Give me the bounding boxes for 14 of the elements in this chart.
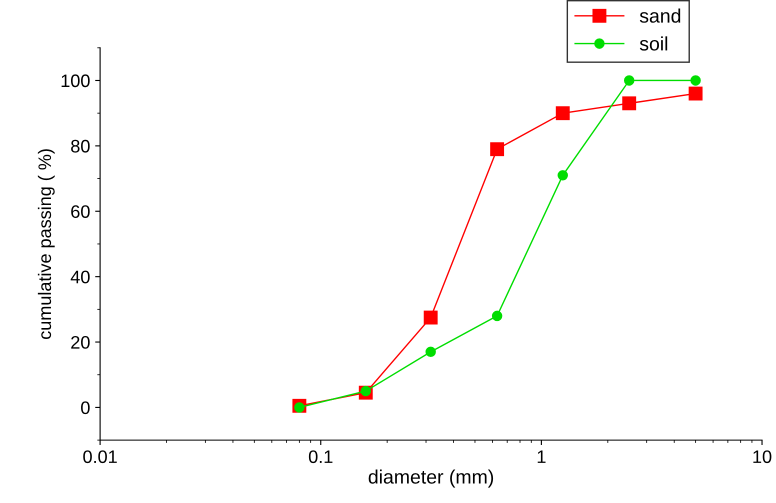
y-tick-label: 20 <box>71 336 90 349</box>
y-tick-label: 100 <box>62 74 90 88</box>
y-tick-label: 0 <box>81 401 90 414</box>
y-tick-label: 80 <box>71 140 90 153</box>
y-tick-label: 40 <box>70 270 90 284</box>
x-tick-label: 1 <box>538 450 546 463</box>
x-tick-label: 0.01 <box>83 450 117 464</box>
legend-label: sand <box>640 8 680 23</box>
y-tick-label: 60 <box>71 205 90 218</box>
x-axis-title: diameter (mm) <box>368 469 494 488</box>
x-tick-label: 10 <box>753 450 772 464</box>
legend-label: soil <box>640 36 668 51</box>
y-axis-title: cumulative passing ( %) <box>38 149 55 340</box>
x-tick-label: 0.1 <box>308 450 332 464</box>
